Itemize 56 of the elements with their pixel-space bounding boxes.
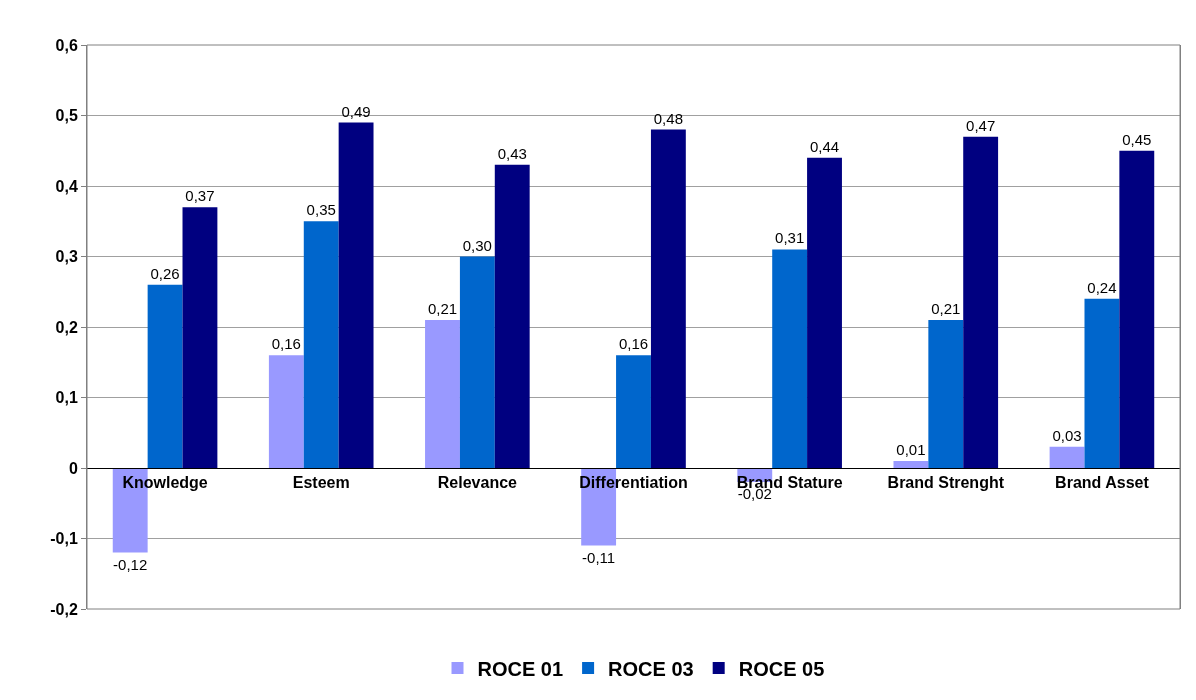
x-tick-label: Brand Asset	[1055, 474, 1150, 492]
x-tick-label: Brand Strenght	[887, 474, 1005, 492]
y-tick-label: -0,1	[50, 530, 78, 548]
bar	[425, 319, 460, 468]
data-label: 0,30	[462, 236, 492, 254]
data-label: 0,47	[966, 116, 996, 134]
bar	[650, 129, 686, 468]
bar	[807, 157, 842, 468]
data-label: 0,48	[653, 109, 683, 127]
x-tick-label: Relevance	[437, 474, 518, 492]
bar	[963, 136, 999, 468]
x-tick-label: Knowledge	[122, 474, 208, 492]
data-label: 0,16	[271, 335, 301, 353]
legend-label: ROCE 01	[477, 657, 564, 680]
y-tick-label: 0,4	[55, 177, 78, 195]
bar	[772, 249, 808, 468]
data-label: -0,11	[582, 548, 616, 566]
bar	[303, 221, 339, 468]
data-label: 0,44	[809, 137, 840, 155]
bar	[928, 319, 964, 468]
data-label: 0,31	[775, 229, 805, 247]
data-label: 0,03	[1052, 426, 1082, 444]
bar	[147, 284, 183, 468]
bar	[616, 355, 651, 468]
data-label: 0,21	[931, 299, 961, 317]
y-tick-label: 0,6	[55, 36, 78, 54]
x-tick-label: Differentiation	[579, 474, 688, 492]
data-label: 0,43	[497, 144, 527, 162]
data-label: -0,12	[113, 555, 148, 573]
bar	[182, 207, 218, 468]
bar	[459, 256, 495, 468]
y-tick-label: 0,2	[55, 318, 78, 336]
bar	[268, 355, 304, 468]
data-label: 0,49	[341, 102, 371, 120]
y-tick-label: 0	[68, 459, 78, 477]
data-label: 0,21	[427, 299, 458, 317]
bar	[1084, 298, 1120, 468]
legend-label: ROCE 03	[608, 657, 694, 680]
bar	[893, 460, 929, 468]
data-label: 0,35	[306, 201, 336, 219]
data-label: 0,16	[618, 335, 649, 353]
data-label: 0,45	[1122, 130, 1152, 148]
data-label: 0,26	[150, 264, 180, 282]
data-label: 0,01	[896, 440, 926, 458]
bar	[1049, 446, 1085, 468]
bar	[1119, 150, 1155, 468]
legend-label: ROCE 05	[738, 657, 825, 680]
y-tick-label: -0,2	[50, 600, 78, 618]
y-tick-label: 0,3	[55, 248, 78, 266]
bar	[338, 122, 374, 468]
y-tick-label: 0,5	[55, 107, 78, 125]
x-tick-label: Esteem	[292, 474, 350, 492]
data-label: 0,24	[1087, 278, 1117, 296]
y-tick-label: 0,1	[55, 389, 78, 407]
bar	[494, 164, 530, 468]
data-label: 0,37	[185, 187, 215, 205]
